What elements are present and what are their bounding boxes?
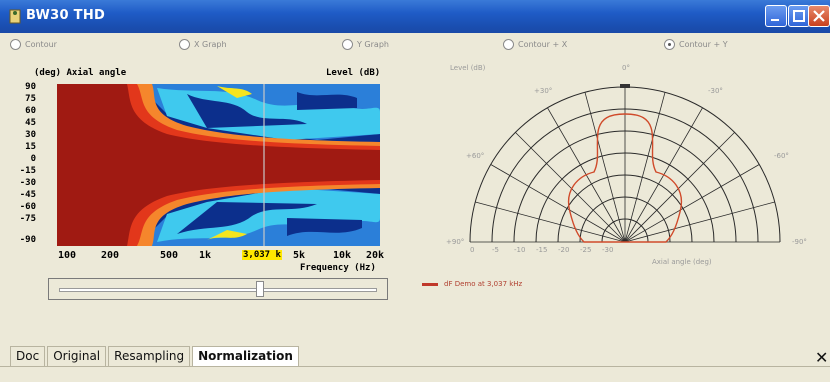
ytick: -60 <box>19 202 36 212</box>
polar-angle-plus30: +30° <box>534 87 553 95</box>
bottom-tabs: Doc Original Resampling Normalization <box>10 346 299 366</box>
frequency-slider[interactable] <box>48 278 388 300</box>
xtick: 10k <box>333 250 352 261</box>
contour-heatmap <box>57 84 380 246</box>
polar-angle-0: 0° <box>622 64 630 72</box>
title-bar: BW30 THD <box>0 0 830 33</box>
axial-angle-label: (deg) Axial angle <box>34 68 127 78</box>
polar-angle-minus60: -60° <box>774 152 789 160</box>
polar-radial-tick: -30 <box>602 246 614 254</box>
view-options: Contour X Graph Y Graph Contour + X Cont… <box>0 36 830 52</box>
legend-text: dF Demo at 3,037 kHz <box>444 280 523 288</box>
level-label: Level (dB) <box>326 68 381 78</box>
status-bar <box>0 366 830 382</box>
radio-label: Contour <box>25 39 57 49</box>
slider-track <box>59 288 377 292</box>
polar-radial-tick: -25 <box>580 246 592 254</box>
polar-legend: dF Demo at 3,037 kHz <box>422 280 522 288</box>
ytick: -45 <box>19 190 36 200</box>
radio-dot-selected <box>664 38 675 50</box>
tab-doc[interactable]: Doc <box>10 346 46 366</box>
polar-level-label: Level (dB) <box>450 64 486 72</box>
polar-radial-tick: 0 <box>470 246 475 254</box>
polar-angle-plus60: +60° <box>466 152 485 160</box>
xtick: 200 <box>101 250 120 261</box>
ytick: -30 <box>19 178 36 188</box>
ytick: 15 <box>25 142 36 152</box>
radio-dot <box>10 38 21 50</box>
radio-label: Y Graph <box>357 39 389 49</box>
tab-normalization[interactable]: Normalization <box>192 346 299 366</box>
ytick: 30 <box>25 130 36 140</box>
polar-angle-plus90: +90° <box>446 238 465 246</box>
xtick: 5k <box>293 250 306 261</box>
polar-radial-tick: -15 <box>536 246 548 254</box>
ytick: -15 <box>19 166 36 176</box>
radio-dot <box>179 38 190 50</box>
polar-angle-minus30: -30° <box>708 87 723 95</box>
polar-radial-tick: -10 <box>514 246 526 254</box>
window-title: BW30 THD <box>26 8 106 23</box>
tab-resampling[interactable]: Resampling <box>108 346 191 366</box>
polar-radial-tick: -5 <box>492 246 499 254</box>
frequency-axis-label: Frequency (Hz) <box>300 263 376 273</box>
xtick: 1k <box>199 250 212 261</box>
ytick: -90 <box>19 235 36 245</box>
polar-axis-label: Axial angle (deg) <box>652 258 712 266</box>
polar-plot <box>469 84 781 243</box>
radio-x-graph[interactable]: X Graph <box>179 36 227 52</box>
tab-original[interactable]: Original <box>47 346 107 366</box>
maximize-button[interactable] <box>788 5 810 27</box>
ytick: 0 <box>30 154 36 164</box>
minimize-button[interactable] <box>765 5 787 27</box>
frequency-marker-label: 3,037 k <box>242 250 282 260</box>
radio-label: Contour + Y <box>679 39 728 49</box>
xtick: 100 <box>58 250 77 261</box>
close-icon <box>813 10 825 22</box>
ytick: 75 <box>25 94 36 104</box>
radio-contour-x[interactable]: Contour + X <box>503 36 567 52</box>
polar-radial-tick: -20 <box>558 246 570 254</box>
radio-dot <box>503 38 514 50</box>
radio-label: Contour + X <box>518 39 568 49</box>
ytick: 45 <box>25 118 36 128</box>
xtick: 20k <box>366 250 385 261</box>
radio-contour-y[interactable]: Contour + Y <box>664 36 728 52</box>
xtick: 500 <box>160 250 179 261</box>
slider-thumb[interactable] <box>256 281 264 297</box>
minimize-icon <box>771 19 779 21</box>
close-tab-icon[interactable]: ✕ <box>815 348 829 367</box>
radio-contour[interactable]: Contour <box>10 36 57 52</box>
close-button[interactable] <box>808 5 830 27</box>
app-icon <box>9 9 21 24</box>
radio-y-graph[interactable]: Y Graph <box>342 36 389 52</box>
maximize-icon <box>793 10 805 22</box>
ytick: 90 <box>25 82 36 92</box>
radio-dot <box>342 38 353 50</box>
legend-swatch <box>422 282 438 286</box>
ytick: 60 <box>25 106 36 116</box>
polar-angle-minus90: -90° <box>792 238 807 246</box>
ytick: -75 <box>19 214 36 224</box>
radio-label: X Graph <box>194 39 227 49</box>
